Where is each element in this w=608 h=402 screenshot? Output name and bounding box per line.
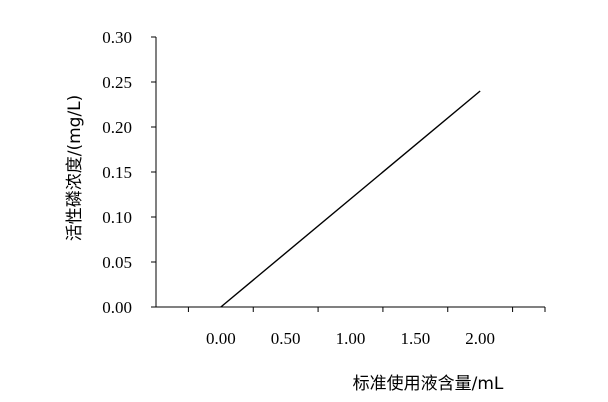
y-tick-label: 0.10 (102, 208, 132, 227)
x-tick-label: 1.00 (336, 329, 366, 348)
x-tick-label: 2.00 (465, 329, 495, 348)
x-ticks: 0.00 0.50 1.00 1.50 2.00 (187, 307, 546, 348)
y-axis-title: 活性磷浓度/(mg/L) (65, 95, 85, 242)
series-line (220, 90, 481, 308)
y-tick-label: 0.20 (102, 118, 132, 137)
series-layer (220, 90, 481, 308)
x-tick-label: 0.50 (271, 329, 301, 348)
y-tick-label: 0.00 (102, 298, 132, 317)
y-tick-label: 0.05 (102, 253, 132, 272)
y-tick-label: 0.25 (102, 73, 132, 92)
y-tick-label: 0.30 (102, 28, 132, 47)
x-axis-title: 标准使用液含量/mL (353, 373, 504, 394)
x-tick-label: 1.50 (400, 329, 430, 348)
y-ticks: 0.00 0.05 0.10 0.15 0.20 0.25 0.30 (102, 28, 156, 317)
y-tick-label: 0.15 (102, 163, 132, 182)
x-tick-label: 0.00 (206, 329, 236, 348)
